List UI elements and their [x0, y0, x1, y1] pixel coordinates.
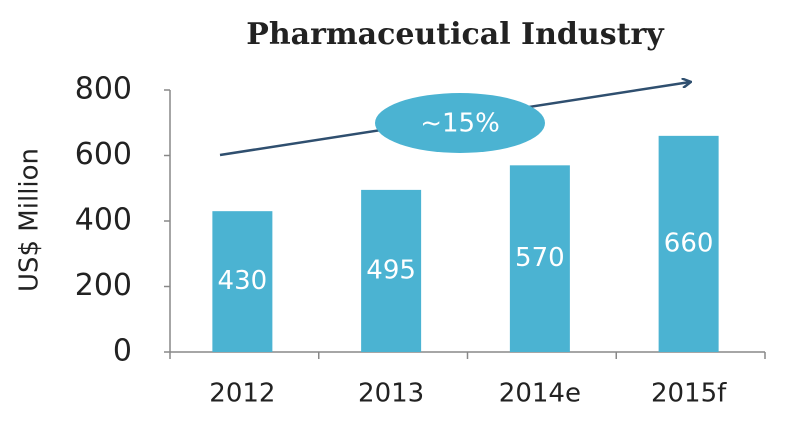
y-tick-label: 600	[75, 137, 132, 172]
x-tick-label: 2015f	[651, 379, 727, 409]
y-tick-label: 200	[75, 268, 132, 303]
y-tick-label: 400	[75, 203, 132, 238]
x-tick-label: 2013	[358, 379, 424, 409]
annotation-bubble	[375, 93, 545, 153]
x-tick-label: 2014e	[499, 379, 581, 409]
y-axis-label: US$ Million	[15, 148, 45, 292]
y-tick-label: 800	[75, 72, 132, 107]
bar	[212, 211, 273, 352]
x-tick-label: 2012	[209, 379, 275, 409]
bar	[658, 135, 719, 352]
bar	[361, 189, 422, 352]
value-label: 570	[515, 243, 565, 273]
value-label: 660	[664, 228, 714, 258]
value-label: 430	[218, 266, 268, 296]
chart-title: Pharmaceutical Industry	[246, 17, 665, 52]
y-tick-label: 0	[113, 334, 132, 369]
value-label: 495	[366, 255, 416, 285]
annotation: ~15%	[420, 109, 500, 139]
bar	[509, 165, 570, 352]
